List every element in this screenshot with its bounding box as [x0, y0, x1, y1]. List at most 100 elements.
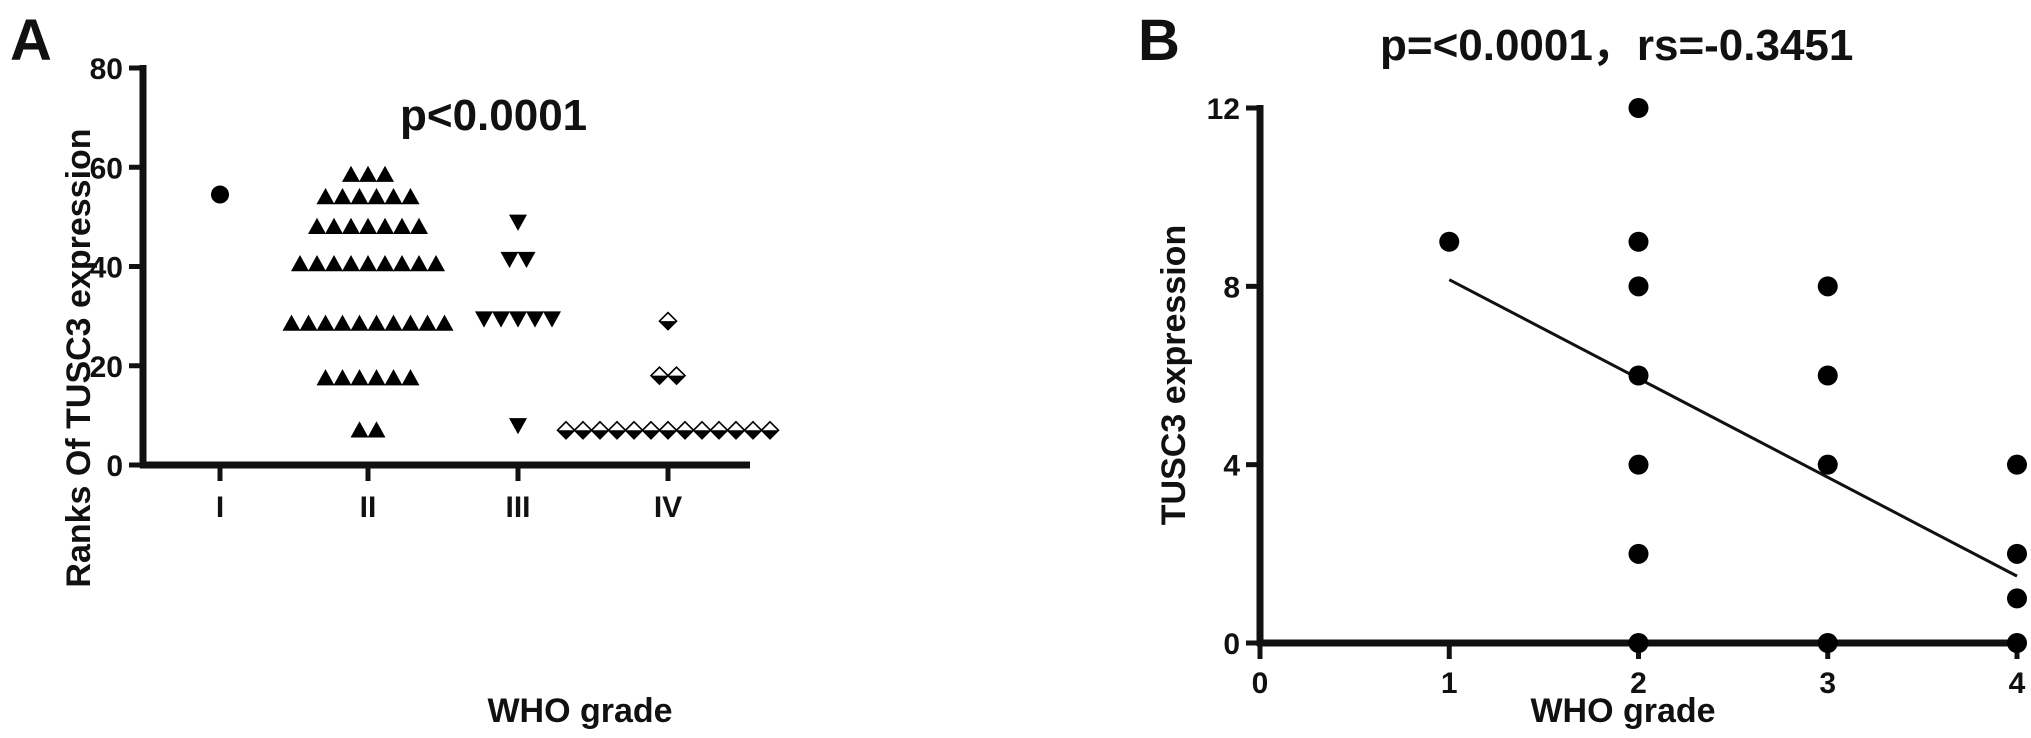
data-point: [393, 255, 411, 272]
diamond-fill: [591, 430, 609, 439]
diamond-fill: [574, 430, 592, 439]
data-point: [316, 188, 335, 205]
y-tick-label: 12: [1207, 93, 1240, 126]
x-tick-label: 0: [1252, 667, 1269, 700]
data-point: [333, 314, 352, 331]
diamond-fill: [659, 321, 677, 330]
data-point: [316, 314, 335, 331]
data-point: [384, 369, 403, 386]
data-point: [410, 217, 428, 234]
y-tick-label: 80: [90, 53, 123, 86]
data-point: [475, 311, 493, 328]
data-point: [556, 420, 576, 440]
data-point: [359, 255, 377, 272]
data-point: [649, 366, 670, 386]
x-tick-label: I: [216, 491, 224, 524]
data-point: [675, 420, 695, 440]
panel-a-pvalue: p<0.0001: [400, 91, 587, 140]
diamond-fill: [651, 375, 668, 385]
data-point: [1628, 454, 1649, 475]
data-point: [1817, 276, 1838, 297]
data-point: [291, 255, 309, 272]
data-point: [2007, 454, 2027, 475]
x-tick-label: III: [505, 491, 530, 524]
data-point: [509, 311, 527, 328]
y-tick-label: 8: [1223, 271, 1240, 304]
panel-a-y-axis-title: Ranks Of TUSC3 expression: [60, 128, 98, 587]
data-point: [573, 420, 593, 440]
data-point: [401, 314, 420, 331]
data-point: [367, 314, 386, 331]
data-point: [590, 420, 610, 440]
data-point: [607, 420, 627, 440]
data-point: [376, 255, 394, 272]
data-point: [709, 420, 729, 440]
data-point: [509, 418, 527, 435]
panel-b-stats: p=<0.0001，rs=-0.3451: [1380, 21, 1853, 70]
panel-a-x-axis-title: WHO grade: [487, 692, 672, 730]
data-point: [333, 369, 352, 386]
data-point: [1628, 276, 1649, 297]
x-tick-label: 1: [1441, 667, 1458, 700]
data-point: [359, 165, 377, 182]
data-point: [2007, 543, 2027, 564]
data-point: [666, 366, 687, 386]
data-point: [342, 165, 360, 182]
data-point: [384, 188, 403, 205]
y-tick-label: 4: [1223, 450, 1240, 483]
data-point: [325, 217, 343, 234]
data-point: [350, 421, 369, 438]
panel-a-points: [211, 165, 780, 440]
data-point: [435, 314, 454, 331]
x-tick-label: 3: [1819, 667, 1836, 700]
data-point: [1628, 543, 1649, 564]
data-point: [1628, 231, 1649, 252]
data-point: [658, 420, 678, 440]
data-point: [543, 311, 561, 328]
data-point: [624, 420, 644, 440]
data-point: [1817, 365, 1838, 386]
data-point: [1439, 231, 1460, 252]
data-point: [282, 314, 301, 331]
data-point: [658, 311, 678, 331]
y-tick-label: 20: [90, 351, 123, 384]
data-point: [418, 314, 437, 331]
x-tick-label: IV: [654, 491, 682, 524]
data-point: [1628, 365, 1649, 386]
x-tick-label: II: [360, 491, 377, 524]
data-point: [2007, 588, 2027, 609]
x-tick-label: 4: [2009, 667, 2026, 700]
y-tick-label: 40: [90, 252, 123, 285]
y-tick-label: 0: [106, 450, 123, 483]
data-point: [517, 251, 536, 269]
data-point: [743, 420, 763, 440]
data-point: [692, 420, 712, 440]
panel-b-regression: [1448, 278, 2018, 578]
data-point: [401, 369, 420, 386]
x-tick-label: 2: [1630, 667, 1647, 700]
data-point: [376, 217, 394, 234]
data-point: [401, 188, 420, 205]
data-point: [1628, 633, 1649, 653]
data-point: [367, 421, 386, 438]
data-point: [376, 165, 394, 182]
diamond-fill: [727, 430, 745, 439]
panel-a-letter: A: [10, 8, 52, 73]
data-point: [325, 255, 343, 272]
data-point: [1817, 454, 1838, 475]
diamond-fill: [676, 430, 694, 439]
diamond-fill: [557, 430, 575, 439]
data-point: [350, 369, 369, 386]
data-point: [211, 185, 229, 204]
diamond-fill: [761, 430, 779, 439]
data-point: [1817, 633, 1838, 653]
diamond-fill: [625, 430, 643, 439]
data-point: [760, 420, 780, 440]
data-point: [384, 314, 403, 331]
diamond-fill: [659, 430, 677, 439]
data-point: [2007, 633, 2027, 653]
data-point: [359, 217, 377, 234]
regression-line: [1448, 278, 2018, 578]
